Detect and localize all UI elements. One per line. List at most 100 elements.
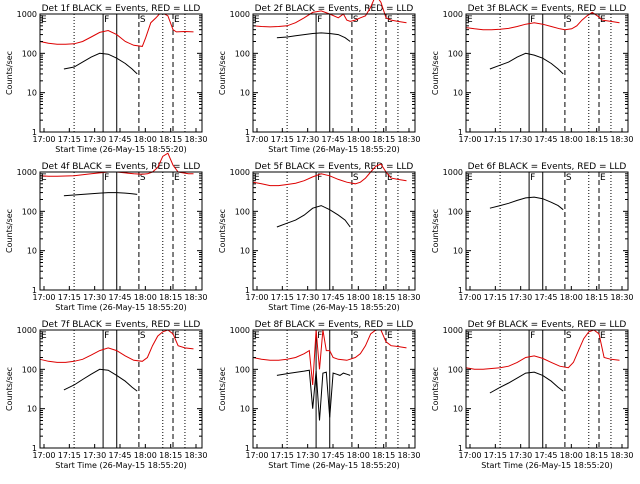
- y-tick-label: 1: [32, 444, 37, 453]
- panel-title: Det 8f BLACK = Events, RED = LLD: [255, 320, 414, 330]
- y-tick-label: 1: [245, 286, 250, 295]
- y-tick-label: 1000: [443, 326, 463, 335]
- x-tick-label: 17:00: [458, 135, 481, 144]
- x-tick-label: 17:45: [321, 135, 344, 144]
- marker-label: E: [254, 331, 260, 341]
- x-axis-label: Start Time (26-May-15 18:55:20): [55, 303, 186, 312]
- y-axis-label: Counts/sec: [431, 367, 440, 411]
- y-axis-label: Counts/sec: [431, 51, 440, 95]
- marker-label: E: [467, 173, 473, 183]
- panel-title: Det 9f BLACK = Events, RED = LLD: [468, 320, 627, 330]
- x-tick-label: 17:45: [534, 135, 557, 144]
- y-tick-label: 100: [448, 207, 463, 216]
- x-tick-label: 18:30: [610, 135, 633, 144]
- plot-frame: [465, 329, 629, 449]
- x-tick-label: 18:15: [159, 451, 182, 460]
- series-line-1: [276, 369, 351, 421]
- x-tick-label: 17:00: [245, 135, 268, 144]
- plot-frame: [39, 13, 203, 133]
- x-tick-label: 18:15: [585, 451, 608, 460]
- marker-label: F: [317, 15, 322, 25]
- y-tick-label: 10: [27, 89, 37, 98]
- marker-label: F: [317, 173, 322, 183]
- x-tick-label: 18:30: [184, 451, 207, 460]
- x-axis-label: Start Time (26-May-15 18:55:20): [268, 303, 399, 312]
- y-tick-label: 100: [235, 365, 250, 374]
- x-tick-label: 17:30: [509, 135, 532, 144]
- marker-label: F: [530, 173, 535, 183]
- panel-title: Det 3f BLACK = Events, RED = LLD: [468, 4, 627, 14]
- series-line-1: [489, 196, 564, 211]
- x-tick-label: 17:30: [83, 135, 106, 144]
- y-tick-label: 100: [448, 365, 463, 374]
- y-tick-label: 1000: [443, 10, 463, 19]
- series-line-2: [39, 152, 194, 177]
- marker-label: E: [600, 173, 606, 183]
- y-axis-label: Counts/sec: [5, 209, 14, 253]
- y-tick-label: 1: [32, 128, 37, 137]
- y-axis-label: Counts/sec: [218, 209, 227, 253]
- x-tick-label: 17:30: [509, 451, 532, 460]
- marker-label: E: [174, 331, 180, 341]
- plot-frame: [252, 171, 416, 291]
- x-tick-label: 18:00: [134, 135, 157, 144]
- x-tick-label: 18:15: [585, 293, 608, 302]
- x-tick-label: 17:45: [108, 293, 131, 302]
- y-tick-label: 10: [453, 89, 463, 98]
- marker-label: E: [174, 15, 180, 25]
- y-tick-label: 1000: [17, 168, 37, 177]
- plot-frame: [39, 329, 203, 449]
- series-line-1: [276, 32, 351, 42]
- y-tick-label: 1000: [230, 10, 250, 19]
- y-tick-label: 100: [22, 49, 37, 58]
- plot-frame: [252, 329, 416, 449]
- plot-frame: [39, 171, 203, 291]
- x-tick-label: 17:15: [484, 135, 507, 144]
- marker-label: S: [566, 173, 572, 183]
- y-tick-label: 100: [22, 207, 37, 216]
- marker-label: F: [317, 331, 322, 341]
- marker-label: E: [174, 173, 180, 183]
- y-tick-label: 10: [240, 247, 250, 256]
- panel-title: Det 1f BLACK = Events, RED = LLD: [42, 4, 201, 14]
- y-axis-label: Counts/sec: [218, 367, 227, 411]
- y-tick-label: 10: [27, 247, 37, 256]
- y-tick-label: 100: [22, 365, 37, 374]
- x-tick-label: 18:00: [347, 135, 370, 144]
- x-tick-label: 18:00: [347, 293, 370, 302]
- series-line-1: [489, 52, 564, 75]
- marker-label: E: [254, 173, 260, 183]
- x-tick-label: 18:15: [372, 135, 395, 144]
- x-tick-label: 17:15: [58, 135, 81, 144]
- x-tick-label: 18:15: [372, 451, 395, 460]
- x-tick-label: 18:30: [610, 293, 633, 302]
- x-axis-label: Start Time (26-May-15 18:55:20): [55, 461, 186, 470]
- x-tick-label: 17:30: [509, 293, 532, 302]
- x-tick-label: 18:00: [560, 135, 583, 144]
- marker-label: E: [254, 15, 260, 25]
- x-tick-label: 18:30: [397, 135, 420, 144]
- x-axis-label: Start Time (26-May-15 18:55:20): [55, 145, 186, 154]
- x-tick-label: 18:30: [184, 293, 207, 302]
- marker-label: E: [41, 15, 47, 25]
- y-tick-label: 1: [32, 286, 37, 295]
- x-tick-label: 17:45: [321, 451, 344, 460]
- x-tick-label: 17:00: [458, 451, 481, 460]
- x-tick-label: 17:15: [58, 293, 81, 302]
- marker-label: F: [104, 15, 109, 25]
- panel-title: Det 7f BLACK = Events, RED = LLD: [42, 320, 201, 330]
- x-tick-label: 17:00: [245, 451, 268, 460]
- marker-label: E: [41, 173, 47, 183]
- x-tick-label: 18:00: [347, 451, 370, 460]
- marker-label: F: [104, 331, 109, 341]
- series-line-1: [276, 205, 351, 228]
- y-tick-label: 1: [245, 128, 250, 137]
- x-tick-label: 17:45: [534, 451, 557, 460]
- plot-frame: [465, 13, 629, 133]
- series-line-1: [63, 368, 138, 392]
